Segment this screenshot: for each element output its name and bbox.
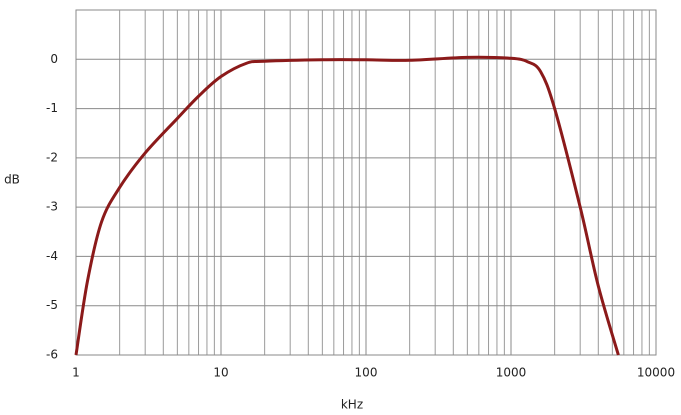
x-tick-label: 10 <box>213 366 228 380</box>
x-axis-label: kHz <box>341 398 363 412</box>
y-tick-label: -1 <box>46 101 58 115</box>
y-tick-label: -6 <box>46 348 58 362</box>
response-line <box>74 55 620 356</box>
x-tick-label: 1 <box>72 366 80 380</box>
y-tick-label: -2 <box>46 150 58 164</box>
y-tick-label: -4 <box>46 249 58 263</box>
y-tick-label: -3 <box>46 200 58 214</box>
x-tick-label: 1000 <box>496 366 527 380</box>
y-tick-label: -5 <box>46 298 58 312</box>
y-axis-label: dB <box>4 173 20 187</box>
x-tick-label: 100 <box>355 366 378 380</box>
y-tick-label: 0 <box>50 52 58 66</box>
x-tick-label: 10000 <box>637 366 675 380</box>
